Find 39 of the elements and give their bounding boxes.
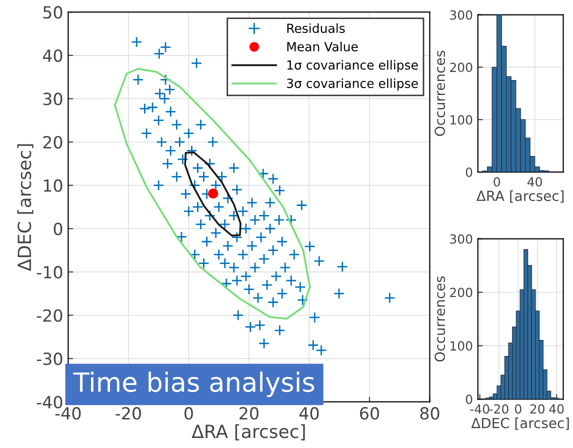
annotation: Time bias analysis: [73, 372, 314, 398]
y-tick-label: -20: [36, 309, 62, 322]
y-tick-label: 20: [43, 136, 62, 149]
y-tick-label: -10: [36, 266, 62, 279]
x-axis-title: ΔRA [arcsec]: [476, 190, 564, 203]
x-tick-label: 20: [530, 404, 544, 414]
x-tick-label: -20: [116, 407, 141, 420]
legend-label: 1σ covariance ellipse: [287, 60, 418, 72]
x-tick-label: 40: [299, 407, 319, 420]
y-tick-label: 200: [450, 288, 472, 298]
x-tick-label: 40: [549, 404, 564, 414]
y-tick-label: 30: [43, 92, 62, 106]
legend-label: Residuals: [287, 23, 345, 34]
x-tick-label: 60: [360, 407, 379, 420]
x-axis-title: ΔRA [arcsec]: [192, 424, 305, 440]
y-tick-label: 50: [43, 6, 62, 19]
x-axis-title: ΔDEC [arcsec]: [471, 418, 569, 430]
y-tick-label: 100: [450, 341, 472, 351]
y-tick-label: 300: [450, 10, 472, 20]
x-tick-label: 20: [240, 407, 258, 420]
y-tick-label: 10: [44, 179, 62, 192]
x-tick-label: -20: [489, 404, 508, 414]
x-tick-label: 0: [515, 404, 522, 414]
y-tick-label: 0: [466, 168, 472, 177]
legend-label: 3σ covariance ellipse: [287, 78, 418, 90]
y-tick-label: 0: [54, 222, 62, 236]
y-axis-title: Occurrences: [434, 276, 446, 362]
y-tick-label: 300: [450, 234, 472, 244]
x-tick-label: 0: [184, 407, 193, 420]
x-tick-label: 80: [420, 407, 440, 420]
y-axis-title: ΔDEC [arcsec]: [17, 144, 34, 272]
y-tick-label: 40: [42, 49, 62, 62]
y-axis-title: Occurrences: [434, 50, 446, 136]
y-tick-label: 200: [450, 62, 472, 72]
x-tick-label: -40: [55, 407, 81, 420]
legend-label: Mean Value: [287, 42, 358, 52]
y-tick-label: 0: [466, 394, 472, 404]
y-tick-label: -30: [36, 352, 62, 366]
y-tick-label: 100: [450, 115, 472, 125]
